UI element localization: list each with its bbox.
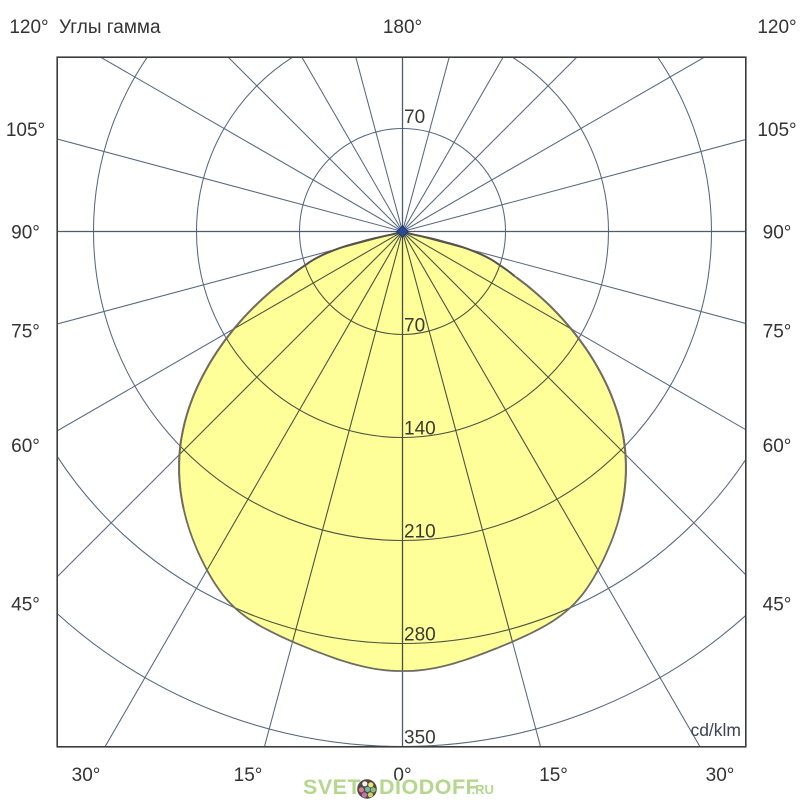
svg-text:350: 350 xyxy=(404,728,436,749)
svg-text:75°: 75° xyxy=(11,322,40,343)
svg-text:90°: 90° xyxy=(11,223,40,244)
svg-text:90°: 90° xyxy=(763,223,792,244)
svg-text:45°: 45° xyxy=(763,595,792,616)
svg-text:DIODOFF: DIODOFF xyxy=(379,775,479,799)
svg-text:.RU: .RU xyxy=(472,782,494,797)
svg-text:30°: 30° xyxy=(706,765,735,786)
svg-text:140: 140 xyxy=(404,419,436,440)
svg-text:210: 210 xyxy=(404,522,436,543)
svg-text:cd/klm: cd/klm xyxy=(690,720,741,740)
svg-text:60°: 60° xyxy=(763,436,792,457)
svg-text:75°: 75° xyxy=(763,322,792,343)
svg-text:30°: 30° xyxy=(72,765,101,786)
svg-text:SVET: SVET xyxy=(303,775,361,799)
svg-text:Углы гамма: Углы гамма xyxy=(59,17,161,38)
svg-text:105°: 105° xyxy=(757,120,796,141)
svg-text:120°: 120° xyxy=(9,17,48,38)
svg-text:15°: 15° xyxy=(234,765,263,786)
svg-text:105°: 105° xyxy=(6,120,45,141)
svg-text:280: 280 xyxy=(404,625,436,646)
svg-text:45°: 45° xyxy=(11,595,40,616)
svg-text:120°: 120° xyxy=(757,17,796,38)
svg-text:70: 70 xyxy=(404,107,425,128)
svg-text:0°: 0° xyxy=(393,765,411,786)
svg-text:60°: 60° xyxy=(11,436,40,457)
svg-text:180°: 180° xyxy=(383,17,422,38)
svg-text:70: 70 xyxy=(404,316,425,337)
svg-text:15°: 15° xyxy=(539,765,568,786)
